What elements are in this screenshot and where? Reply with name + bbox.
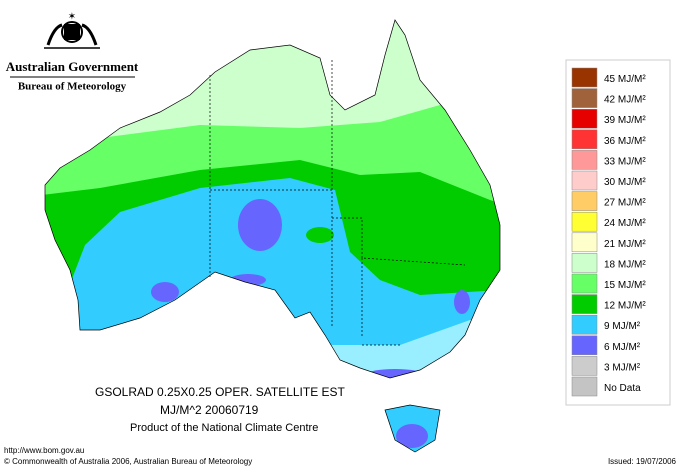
- legend-swatch: [571, 211, 598, 232]
- legend-swatch: [571, 170, 598, 191]
- legend-label: 30 MJ/M²: [604, 177, 646, 188]
- footer-url: http://www.bom.gov.au: [4, 446, 84, 455]
- legend-label: 39 MJ/M²: [604, 115, 646, 126]
- legend: 45 MJ/M² 42 MJ/M² 39 MJ/M² 36 MJ/M² 33 MJ/M²…: [571, 67, 646, 397]
- bureau-name: Bureau of Meteorology: [18, 81, 127, 93]
- legend-swatch: [571, 88, 598, 108]
- legend-swatch: [571, 129, 598, 150]
- legend-label: No Data: [604, 383, 641, 394]
- legend-swatch: [571, 376, 598, 397]
- legend-label: 12 MJ/M²: [604, 301, 646, 312]
- legend-label: 18 MJ/M²: [604, 259, 646, 270]
- legend-swatch: [571, 108, 598, 129]
- footer-copyright: © Commonwealth of Australia 2006, Austra…: [4, 457, 252, 466]
- borders: [44, 19, 501, 453]
- legend-label: 33 MJ/M²: [604, 156, 646, 167]
- legend-label: 36 MJ/M²: [604, 136, 646, 147]
- legend-swatch: [571, 314, 598, 335]
- legend-label: 42 MJ/M²: [604, 95, 646, 106]
- legend-swatch: [571, 253, 598, 273]
- legend-label: 15 MJ/M²: [604, 280, 646, 291]
- legend-swatch: [571, 150, 598, 170]
- legend-label: 3 MJ/M²: [604, 362, 641, 373]
- footer-issued: Issued: 19/07/2006: [608, 457, 677, 466]
- legend-label: 21 MJ/M²: [604, 239, 646, 250]
- logo: ✶: [44, 12, 100, 49]
- legend-swatch: [571, 191, 598, 211]
- caption-line: Product of the National Climate Centre: [130, 422, 318, 434]
- legend-label: 9 MJ/M²: [604, 321, 641, 332]
- legend-swatch: [571, 356, 598, 376]
- legend-label: 27 MJ/M²: [604, 198, 646, 209]
- legend-swatch: [571, 335, 598, 356]
- legend-label: 45 MJ/M²: [604, 74, 646, 85]
- legend-swatch: [571, 273, 598, 294]
- legend-swatch: [571, 294, 598, 314]
- caption-line: GSOLRAD 0.25X0.25 OPER. SATELLITE EST: [95, 385, 346, 399]
- svg-text:✶: ✶: [68, 12, 76, 23]
- legend-label: 24 MJ/M²: [604, 218, 646, 229]
- government-name: Australian Government: [6, 59, 139, 74]
- legend-label: 6 MJ/M²: [604, 342, 641, 353]
- caption-line: MJ/M^2 20060719: [160, 403, 259, 417]
- legend-swatch: [571, 67, 598, 88]
- legend-swatch: [571, 232, 598, 253]
